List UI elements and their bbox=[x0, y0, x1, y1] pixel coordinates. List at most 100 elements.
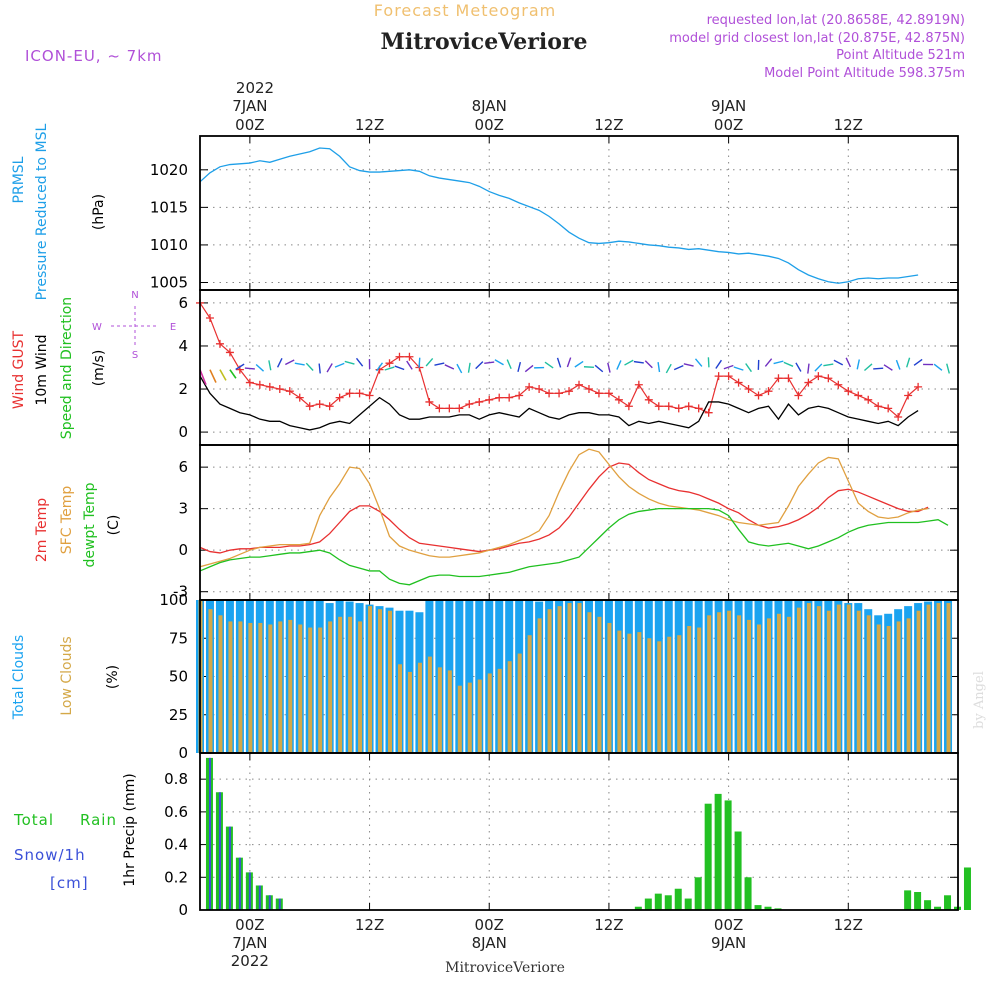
wind-direction-arrow bbox=[244, 367, 255, 370]
gust-marker bbox=[844, 387, 853, 396]
wind-direction-arrow bbox=[355, 357, 364, 367]
y-axis-labels: N S W E PRMSL Pressure Reduced to MSL (hPa) Win… bbox=[11, 123, 176, 892]
low-cloud-bar bbox=[208, 609, 213, 753]
snow-bar bbox=[278, 898, 281, 910]
wind-direction-arrow bbox=[276, 357, 283, 368]
gust-marker bbox=[395, 352, 404, 361]
wind-unit-label: (m/s) bbox=[91, 350, 107, 387]
bottom-date-label: 9JAN bbox=[711, 934, 746, 952]
ytick-label: 0 bbox=[178, 423, 188, 441]
snow-label: Snow/1h bbox=[14, 846, 86, 864]
low-cloud-bar bbox=[717, 612, 722, 753]
ytick-label: 25 bbox=[169, 706, 188, 724]
wind-direction-arrow bbox=[444, 364, 455, 370]
ytick-label: 1020 bbox=[150, 161, 188, 179]
low-cloud-bar bbox=[617, 630, 622, 753]
top-hour-label: 00Z bbox=[714, 116, 743, 134]
low-cloud-bar bbox=[567, 603, 572, 753]
gust-marker bbox=[215, 339, 224, 348]
gust-marker bbox=[884, 404, 893, 413]
ytick-label: 0.2 bbox=[164, 868, 188, 886]
wind-line bbox=[199, 375, 919, 431]
sfc-temp-label: SFC Temp bbox=[59, 486, 75, 555]
gust-marker bbox=[714, 372, 723, 381]
low-cloud-bar bbox=[816, 606, 821, 753]
wind-direction-arrow bbox=[517, 361, 522, 372]
temp2m-line bbox=[199, 462, 929, 554]
low-cloud-bar bbox=[687, 626, 692, 753]
low-cloud-bar bbox=[298, 624, 303, 753]
wind-direction-arrow bbox=[544, 361, 554, 369]
wind-direction-arrow bbox=[657, 362, 661, 373]
gust-marker bbox=[604, 389, 613, 398]
low-cloud-bar bbox=[946, 603, 951, 753]
gust-marker bbox=[874, 402, 883, 411]
gust-marker bbox=[295, 393, 304, 402]
gust-marker bbox=[654, 402, 663, 411]
gust-marker bbox=[584, 385, 593, 394]
gust-marker bbox=[355, 389, 364, 398]
low-cloud-bar bbox=[338, 616, 343, 753]
rain-bar bbox=[684, 898, 692, 910]
low-cloud-bar bbox=[677, 635, 682, 753]
gust-marker bbox=[255, 380, 264, 389]
wind-direction-arrow bbox=[255, 363, 265, 372]
low-cloud-bar bbox=[268, 624, 273, 753]
sfc-temp-line bbox=[199, 448, 929, 568]
low-cloud-bar bbox=[856, 610, 861, 753]
rain-bar bbox=[714, 793, 722, 910]
wind-direction-arrow bbox=[773, 360, 784, 365]
compass-rose: N S W E bbox=[92, 290, 176, 361]
panel-wind: 0 2 4 6 bbox=[178, 290, 958, 445]
gust-marker bbox=[894, 413, 903, 422]
wind-direction-arrow bbox=[229, 369, 237, 379]
gust-marker bbox=[834, 380, 843, 389]
ytick-label: 0 bbox=[178, 901, 188, 919]
gust-marker bbox=[405, 352, 414, 361]
compass-e: E bbox=[170, 322, 176, 333]
gust-marker bbox=[315, 400, 324, 409]
wind-direction-arrow bbox=[733, 366, 744, 371]
rain-label: Rain bbox=[80, 811, 117, 829]
low-cloud-bar bbox=[248, 622, 253, 753]
low-cloud-bar bbox=[557, 606, 562, 753]
ytick-label: 2 bbox=[178, 380, 188, 398]
low-cloud-bar bbox=[876, 624, 881, 753]
temp2m-label: 2m Temp bbox=[34, 498, 50, 562]
total-cloud-bar bbox=[465, 600, 474, 753]
faded-title: Forecast Meteogram bbox=[374, 1, 556, 20]
low-cloud-bar bbox=[896, 621, 901, 753]
gust-marker bbox=[335, 393, 344, 402]
rain-bar bbox=[704, 803, 712, 910]
bottom-date-label: 7JAN bbox=[232, 934, 267, 952]
low-cloud-bar bbox=[358, 621, 363, 753]
gust-marker bbox=[305, 402, 314, 411]
wind-direction-arrow bbox=[376, 362, 384, 372]
low-cloud-bar bbox=[407, 671, 412, 753]
wind-direction-arrow bbox=[484, 361, 495, 364]
snow-bar bbox=[258, 885, 261, 910]
wind-gust-label: Wind GUST bbox=[11, 330, 27, 409]
gust-marker bbox=[555, 389, 564, 398]
snow-bar bbox=[218, 792, 221, 910]
total-clouds-label: Total Clouds bbox=[11, 635, 27, 720]
wind-direction-arrow bbox=[694, 358, 703, 367]
wind-direction-arrow bbox=[235, 363, 245, 371]
ytick-label: 6 bbox=[178, 294, 188, 312]
low-cloud-bar bbox=[507, 661, 512, 753]
gust-marker bbox=[265, 382, 274, 391]
wind-direction-arrow bbox=[833, 359, 844, 366]
rain-bar bbox=[734, 831, 742, 910]
low-cloud-bar bbox=[597, 616, 602, 753]
low-cloud-bar bbox=[577, 603, 582, 753]
low-cloud-bar bbox=[866, 615, 871, 753]
wind-direction-arrow bbox=[425, 358, 434, 367]
dewpt-label: dewpt Temp bbox=[82, 482, 98, 567]
top-date-label: 7JAN bbox=[232, 97, 267, 115]
low-cloud-bar bbox=[647, 638, 652, 753]
wind-direction-arrow bbox=[199, 369, 207, 386]
gust-marker bbox=[575, 380, 583, 389]
rain-bar bbox=[754, 905, 762, 910]
gust-marker bbox=[644, 395, 653, 404]
low-cloud-bar bbox=[747, 619, 752, 753]
